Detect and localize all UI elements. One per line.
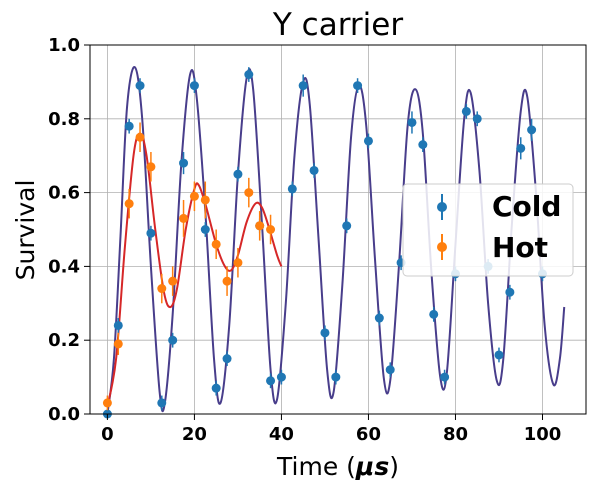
series-hot	[102, 122, 276, 411]
data-point	[233, 258, 243, 268]
x-tick-label: 40	[269, 424, 294, 445]
data-point	[244, 70, 254, 80]
data-point	[276, 372, 286, 382]
fit-curve-cold	[106, 66, 566, 415]
data-point	[385, 365, 395, 375]
data-point	[222, 276, 232, 286]
y-tick-label: 0.6	[48, 183, 80, 204]
data-point	[418, 140, 428, 150]
y-axis-label: Survival	[11, 180, 40, 281]
data-point	[461, 106, 471, 116]
data-point	[505, 287, 515, 297]
y-tick-label: 1.0	[48, 35, 80, 56]
x-tick-label: 80	[443, 424, 468, 445]
data-point	[516, 143, 526, 153]
legend-label-cold: Cold	[492, 190, 561, 223]
y-tick-label: 0.0	[48, 404, 80, 425]
data-point	[266, 376, 276, 386]
data-point	[200, 225, 210, 234]
data-point	[179, 158, 189, 168]
data-point	[168, 335, 178, 345]
y-tick-label: 0.2	[48, 330, 80, 351]
data-point	[287, 184, 297, 194]
data-point	[353, 81, 363, 91]
data-point	[407, 117, 417, 127]
data-point	[146, 162, 156, 172]
y-tick-label: 0.4	[48, 256, 80, 277]
x-tick-label: 0	[101, 424, 114, 445]
data-point	[102, 398, 112, 408]
data-point	[135, 81, 145, 91]
data-point	[222, 354, 232, 364]
plot-frame	[89, 44, 587, 415]
data-point	[342, 221, 352, 231]
data-point	[157, 284, 167, 294]
data-point	[527, 125, 537, 135]
data-point	[157, 398, 167, 408]
y-tick-label: 0.8	[48, 109, 80, 130]
data-point	[124, 199, 134, 209]
data-point	[135, 132, 145, 142]
data-point	[298, 81, 308, 91]
legend: Cold Hot	[402, 183, 574, 277]
x-axis-ticks: 0 20 40 60 80 100	[101, 414, 561, 445]
data-point	[113, 339, 123, 349]
data-point	[363, 136, 373, 146]
legend-label-hot: Hot	[492, 231, 548, 264]
data-point	[440, 372, 450, 382]
data-point	[200, 195, 210, 205]
data-point	[168, 276, 178, 286]
x-tick-label: 100	[524, 424, 562, 445]
data-points	[102, 67, 547, 419]
data-point	[429, 309, 439, 319]
chart-title: Y carrier	[272, 7, 403, 43]
data-point	[320, 328, 330, 338]
data-point	[374, 313, 384, 323]
data-point	[179, 213, 189, 223]
data-point	[211, 383, 221, 393]
data-point	[113, 320, 123, 330]
data-point	[255, 221, 265, 231]
x-tick-label: 60	[356, 424, 381, 445]
y-axis-ticks: 0.0 0.2 0.4 0.6 0.8 1.0	[48, 35, 90, 425]
x-tick-label: 20	[182, 424, 207, 445]
data-point	[472, 114, 482, 124]
data-point	[124, 121, 134, 131]
data-point	[189, 191, 199, 201]
data-point	[266, 225, 276, 234]
data-point	[331, 372, 341, 382]
data-point	[494, 350, 504, 360]
data-point	[146, 228, 156, 238]
data-point	[244, 188, 254, 198]
x-axis-label: Time (μs)	[276, 452, 399, 481]
x-axis-unit: μs	[355, 452, 389, 481]
legend-marker-hot	[437, 234, 447, 260]
data-point	[189, 81, 199, 91]
legend-marker-cold	[437, 194, 447, 220]
data-point	[211, 239, 221, 249]
data-point	[309, 165, 319, 175]
data-point	[233, 169, 243, 179]
